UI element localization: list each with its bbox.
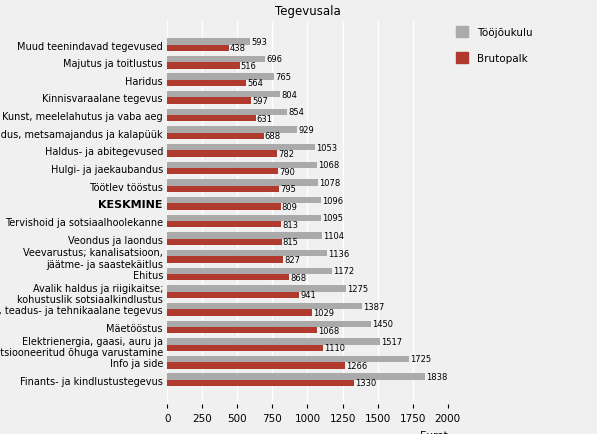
Bar	[167, 268, 331, 274]
Text: 809: 809	[282, 203, 298, 211]
Text: 593: 593	[251, 38, 267, 47]
Text: Eurot: Eurot	[420, 431, 448, 434]
Text: 1275: 1275	[347, 284, 368, 293]
Text: 516: 516	[241, 62, 257, 71]
Text: 1517: 1517	[381, 337, 402, 346]
Bar	[167, 286, 346, 292]
Text: 790: 790	[279, 168, 295, 176]
Bar	[167, 39, 250, 46]
Text: 1053: 1053	[316, 143, 337, 152]
Bar	[167, 380, 354, 386]
Bar	[167, 250, 327, 256]
Bar	[167, 63, 239, 69]
Text: 1078: 1078	[319, 179, 341, 187]
Bar	[167, 256, 283, 263]
Bar	[167, 92, 280, 98]
Bar	[167, 151, 277, 158]
Text: 1068: 1068	[318, 326, 339, 335]
Text: 929: 929	[298, 126, 315, 135]
Text: 765: 765	[276, 73, 291, 82]
Text: 597: 597	[252, 97, 268, 106]
Bar	[167, 81, 247, 87]
Text: 1096: 1096	[322, 196, 343, 205]
Bar	[167, 186, 279, 193]
Text: 1387: 1387	[363, 302, 384, 311]
Text: 1029: 1029	[313, 308, 334, 317]
Text: 631: 631	[257, 115, 273, 124]
Bar	[167, 197, 321, 204]
Bar	[167, 180, 318, 186]
Text: 688: 688	[265, 132, 281, 141]
Bar	[167, 239, 282, 245]
Bar	[167, 356, 409, 362]
Bar	[167, 374, 425, 380]
Bar	[167, 292, 299, 298]
Bar	[167, 57, 265, 63]
Text: 1450: 1450	[372, 319, 393, 329]
Legend: Tööjõukulu, Brutopalk: Tööjõukulu, Brutopalk	[456, 27, 532, 64]
Bar	[167, 133, 264, 140]
Text: 1110: 1110	[324, 343, 345, 352]
Bar	[167, 109, 287, 116]
Bar	[167, 233, 322, 239]
Text: 1136: 1136	[328, 249, 349, 258]
Bar	[167, 74, 275, 81]
Text: 795: 795	[280, 185, 296, 194]
Text: 1095: 1095	[322, 214, 343, 223]
Text: 815: 815	[282, 238, 298, 247]
Bar	[167, 169, 278, 175]
Text: 854: 854	[288, 108, 304, 117]
Text: 696: 696	[266, 56, 282, 64]
Bar	[167, 162, 317, 169]
Bar	[167, 274, 289, 281]
Bar	[167, 303, 362, 309]
Bar	[167, 327, 317, 333]
Text: 1838: 1838	[426, 372, 448, 381]
Text: 438: 438	[230, 44, 246, 53]
Text: 868: 868	[290, 273, 306, 282]
Text: 941: 941	[300, 291, 316, 299]
Text: 813: 813	[282, 220, 298, 229]
Text: 827: 827	[284, 255, 300, 264]
Text: 1068: 1068	[318, 161, 339, 170]
Text: 1266: 1266	[346, 361, 367, 370]
Bar	[167, 215, 321, 221]
Bar	[167, 345, 323, 351]
Text: 782: 782	[278, 150, 294, 159]
Bar	[167, 221, 281, 228]
Bar	[167, 362, 345, 368]
Bar	[167, 116, 256, 122]
Bar	[167, 145, 315, 151]
Bar	[167, 98, 251, 105]
Text: 1725: 1725	[410, 355, 432, 364]
Text: 1104: 1104	[323, 231, 344, 240]
Text: 564: 564	[247, 79, 263, 88]
Bar	[167, 46, 229, 52]
Text: 1172: 1172	[333, 266, 354, 276]
Bar	[167, 339, 380, 345]
Bar	[167, 321, 371, 327]
Bar	[167, 127, 297, 133]
Bar	[167, 204, 281, 210]
Text: 804: 804	[281, 91, 297, 99]
Bar	[167, 309, 312, 316]
Text: 1330: 1330	[355, 378, 376, 388]
Title: Tegevusala: Tegevusala	[275, 5, 340, 18]
